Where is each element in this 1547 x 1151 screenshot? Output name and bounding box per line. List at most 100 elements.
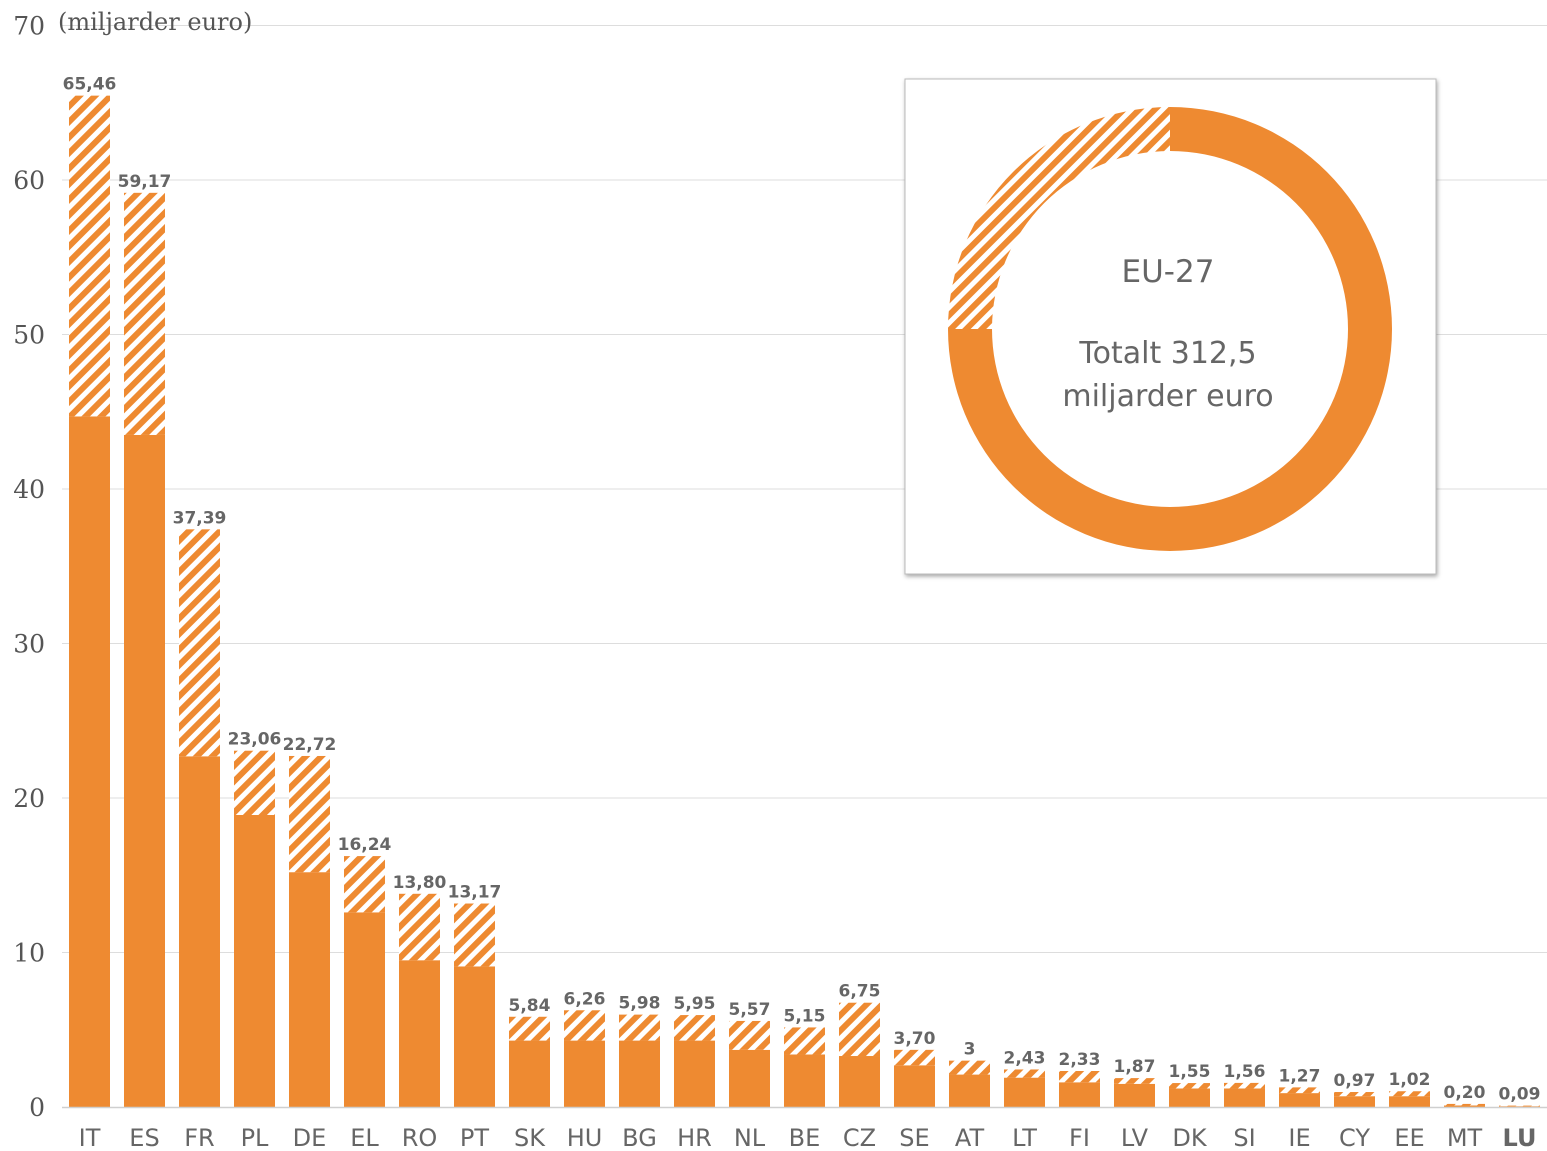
x-tick-label-pt: PT bbox=[460, 1124, 489, 1151]
value-label-cy: 0,97 bbox=[1334, 1071, 1376, 1091]
bar-solid-cz bbox=[839, 1056, 880, 1107]
inset-frame bbox=[904, 78, 1437, 575]
donut-slice-hatched bbox=[948, 107, 1170, 329]
y-tick-label: 30 bbox=[13, 630, 45, 659]
x-tick-label-lt: LT bbox=[1012, 1124, 1037, 1151]
value-label-at: 3 bbox=[964, 1040, 976, 1060]
inset-donut-panel: EU-27 Totalt 312,5 miljarder euro bbox=[904, 78, 1437, 575]
x-tick-label-at: AT bbox=[955, 1124, 985, 1151]
y-tick-label: 50 bbox=[13, 321, 45, 350]
value-label-si: 1,56 bbox=[1224, 1062, 1266, 1082]
bar-solid-es bbox=[124, 434, 165, 1107]
value-label-ro: 13,80 bbox=[393, 873, 447, 893]
x-tick-label-hu: HU bbox=[567, 1124, 603, 1151]
value-label-it: 65,46 bbox=[63, 75, 117, 95]
x-tick-label-cy: CY bbox=[1339, 1124, 1370, 1151]
value-label-hr: 5,95 bbox=[674, 994, 716, 1014]
bar-hatched-pl bbox=[234, 750, 275, 815]
value-label-fi: 2,33 bbox=[1059, 1050, 1101, 1070]
value-label-bg: 5,98 bbox=[619, 994, 661, 1014]
bar-hatched-it bbox=[69, 95, 110, 417]
x-tick-label-bg: BG bbox=[622, 1124, 657, 1151]
x-tick-label-de: DE bbox=[293, 1124, 327, 1151]
bar-solid-se bbox=[894, 1065, 935, 1107]
value-label-el: 16,24 bbox=[338, 835, 392, 855]
bar-hatched-es bbox=[124, 192, 165, 435]
bar-solid-lv bbox=[1114, 1083, 1155, 1107]
bar-solid-mt bbox=[1444, 1105, 1485, 1107]
value-label-dk: 1,55 bbox=[1169, 1062, 1211, 1082]
x-tick-label-nl: NL bbox=[734, 1124, 766, 1151]
bar-hatched-se bbox=[894, 1049, 935, 1066]
bar-solid-fi bbox=[1059, 1082, 1100, 1107]
x-tick-label-hr: HR bbox=[677, 1124, 712, 1151]
y-tick-label: 70 bbox=[13, 12, 45, 41]
x-tick-label-es: ES bbox=[129, 1124, 159, 1151]
bar-hatched-at bbox=[949, 1060, 990, 1075]
bar-solid-dk bbox=[1169, 1088, 1210, 1107]
value-label-fr: 37,39 bbox=[173, 508, 227, 528]
x-tick-label-ee: EE bbox=[1394, 1124, 1424, 1151]
bar-hatched-mt bbox=[1444, 1103, 1485, 1106]
bar-solid-nl bbox=[729, 1049, 770, 1107]
x-tick-label-fr: FR bbox=[184, 1124, 214, 1151]
y-tick-label: 20 bbox=[13, 784, 45, 813]
value-label-ee: 1,02 bbox=[1389, 1070, 1431, 1090]
bar-hatched-lt bbox=[1004, 1069, 1045, 1078]
y-tick-label: 10 bbox=[13, 939, 45, 968]
x-tick-label-it: IT bbox=[79, 1124, 101, 1151]
y-tick-label: 0 bbox=[29, 1093, 45, 1122]
x-tick-label-sk: SK bbox=[514, 1124, 546, 1151]
bar-solid-hr bbox=[674, 1040, 715, 1107]
bar-hatched-cz bbox=[839, 1002, 880, 1057]
x-tick-label-se: SE bbox=[899, 1124, 929, 1151]
bar-solid-ee bbox=[1389, 1096, 1430, 1107]
x-tick-label-ie: IE bbox=[1288, 1124, 1310, 1151]
bar-solid-lu bbox=[1499, 1106, 1540, 1107]
value-label-de: 22,72 bbox=[283, 735, 337, 755]
y-axis-ticks: 0 10 20 30 40 50 60 70 bbox=[13, 12, 45, 1123]
bar-hatched-de bbox=[289, 755, 330, 873]
bar-solid-pl bbox=[234, 814, 275, 1107]
value-label-nl: 5,57 bbox=[729, 1000, 771, 1020]
x-tick-label-si: SI bbox=[1233, 1124, 1255, 1151]
inset-total-line2: miljarder euro bbox=[1062, 379, 1273, 414]
value-label-ie: 1,27 bbox=[1279, 1066, 1321, 1086]
value-label-pl: 23,06 bbox=[228, 730, 282, 750]
bar-hatched-cy bbox=[1334, 1092, 1375, 1097]
x-tick-label-cz: CZ bbox=[843, 1124, 876, 1151]
bar-solid-sk bbox=[509, 1040, 550, 1107]
bar-hatched-hr bbox=[674, 1015, 715, 1041]
value-label-es: 59,17 bbox=[118, 172, 172, 192]
bar-solid-de bbox=[289, 872, 330, 1107]
x-tick-label-dk: DK bbox=[1172, 1124, 1207, 1151]
inset-title: EU-27 bbox=[1122, 254, 1215, 290]
x-tick-label-be: BE bbox=[789, 1124, 821, 1151]
bar-hatched-si bbox=[1224, 1082, 1265, 1089]
bar-solid-bg bbox=[619, 1040, 660, 1107]
inset-total-line1: Totalt 312,5 bbox=[1078, 336, 1256, 371]
x-tick-label-mt: MT bbox=[1447, 1124, 1483, 1151]
x-tick-label-el: EL bbox=[350, 1124, 379, 1151]
x-tick-label-lu: LU bbox=[1503, 1124, 1537, 1151]
bar-solid-lt bbox=[1004, 1077, 1045, 1107]
value-label-be: 5,15 bbox=[784, 1006, 826, 1026]
bar-solid-cy bbox=[1334, 1096, 1375, 1107]
bar-solid-be bbox=[784, 1054, 825, 1107]
bar-solid-el bbox=[344, 912, 385, 1107]
bar-hatched-ie bbox=[1279, 1087, 1320, 1094]
value-label-pt: 13,17 bbox=[448, 883, 502, 903]
bar-hatched-sk bbox=[509, 1016, 550, 1041]
bar-hatched-be bbox=[784, 1027, 825, 1055]
value-label-cz: 6,75 bbox=[839, 982, 881, 1002]
bar-solid-si bbox=[1224, 1088, 1265, 1107]
bar-solid-ro bbox=[399, 960, 440, 1107]
bar-solid-at bbox=[949, 1074, 990, 1107]
bar-solid-fr bbox=[179, 756, 220, 1107]
bar-solid-ie bbox=[1279, 1093, 1320, 1107]
x-tick-label-ro: RO bbox=[402, 1124, 438, 1151]
bar-solid-pt bbox=[454, 966, 495, 1107]
value-label-sk: 5,84 bbox=[509, 996, 551, 1016]
